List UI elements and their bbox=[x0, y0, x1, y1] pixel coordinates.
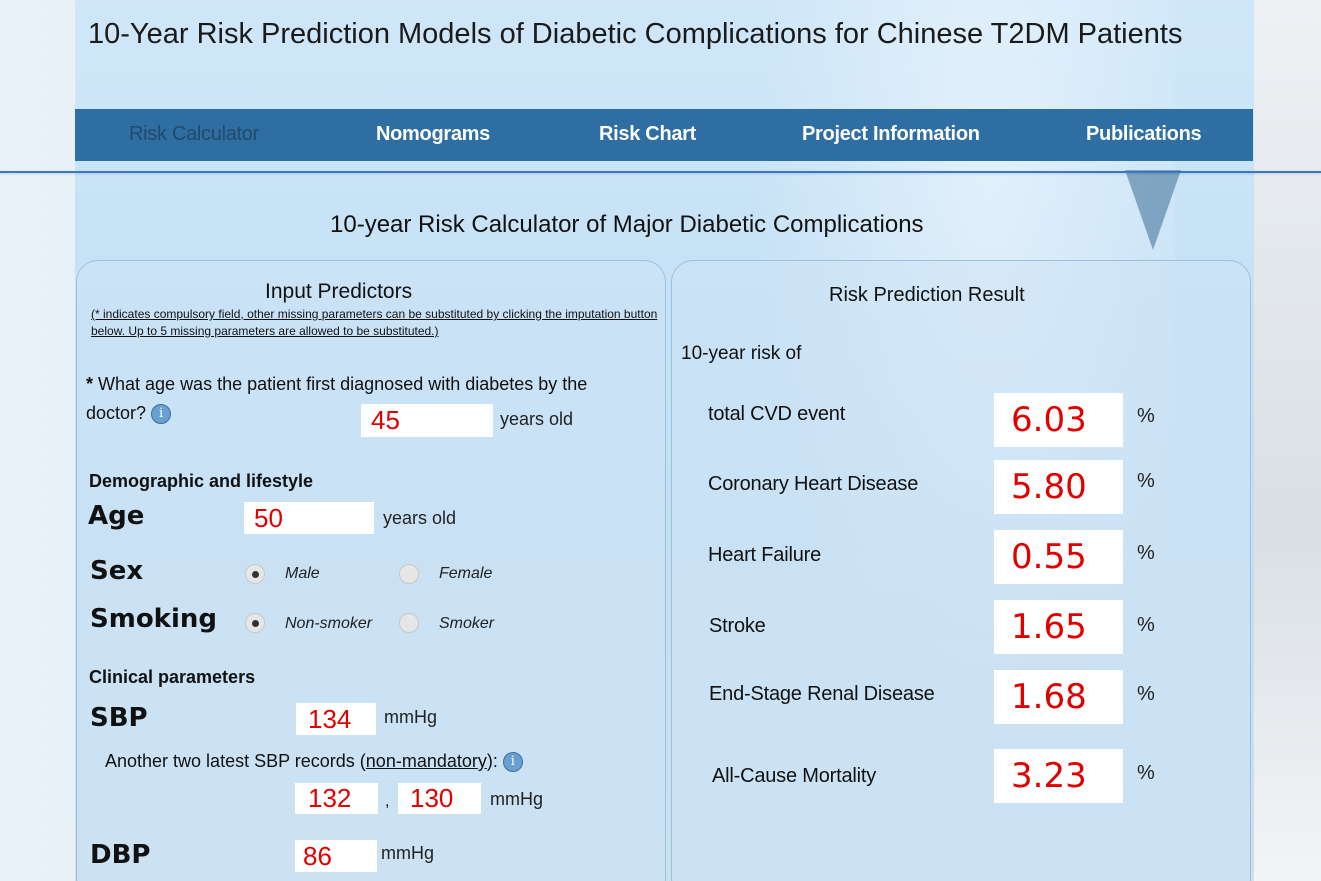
result-unit-stroke: % bbox=[1137, 614, 1155, 636]
result-label-heart-failure: Heart Failure bbox=[708, 544, 821, 566]
dbp-input[interactable]: 86 bbox=[295, 840, 377, 872]
sbp-unit: mmHg bbox=[384, 707, 437, 727]
calculator-title: 10-year Risk Calculator of Major Diabeti… bbox=[330, 211, 924, 238]
sbp-extra-before: Another two latest SBP records ( bbox=[105, 751, 366, 771]
result-unit-chd: % bbox=[1137, 470, 1155, 492]
nav-divider bbox=[0, 171, 1321, 173]
result-heading: Risk Prediction Result bbox=[829, 284, 1025, 306]
diag-age-question: * What age was the patient first diagnos… bbox=[86, 370, 626, 428]
non-smoker-label: Non-smoker bbox=[285, 615, 373, 632]
input-note: (* indicates compulsory field, other mis… bbox=[91, 307, 658, 338]
dbp-unit: mmHg bbox=[381, 843, 434, 863]
required-asterisk: * bbox=[86, 374, 94, 394]
result-unit-mortality: % bbox=[1137, 762, 1155, 784]
background-right bbox=[1251, 0, 1321, 881]
result-label-stroke: Stroke bbox=[709, 615, 766, 637]
nav-risk-calculator[interactable]: Risk Calculator bbox=[129, 123, 259, 145]
result-label-chd: Coronary Heart Disease bbox=[708, 473, 919, 495]
diag-age-question-text: What age was the patient first diagnosed… bbox=[86, 374, 588, 423]
sbp-record-1-input[interactable]: 132 bbox=[295, 783, 378, 814]
sex-female-label: Female bbox=[439, 565, 493, 582]
sex-label: Sex bbox=[90, 556, 144, 586]
info-icon[interactable]: i bbox=[151, 404, 172, 425]
result-unit-heart-failure: % bbox=[1137, 542, 1155, 564]
background-triangle bbox=[1125, 170, 1181, 250]
result-label-total-cvd: total CVD event bbox=[708, 403, 846, 425]
age-input[interactable]: 50 bbox=[244, 502, 374, 534]
result-panel bbox=[671, 260, 1251, 881]
sbp-record-separator: , bbox=[385, 793, 390, 810]
diag-age-input[interactable]: 45 bbox=[361, 404, 493, 437]
diag-age-unit: years old bbox=[500, 409, 574, 429]
input-heading: Input Predictors bbox=[265, 280, 413, 303]
result-value-stroke: 1.65 bbox=[994, 600, 1123, 654]
result-unit-total-cvd: % bbox=[1137, 405, 1155, 427]
result-unit-esrd: % bbox=[1137, 683, 1155, 705]
result-value-heart-failure: 0.55 bbox=[994, 530, 1123, 584]
smoker-label: Smoker bbox=[439, 615, 495, 632]
result-label-esrd: End-Stage Renal Disease bbox=[709, 683, 935, 705]
sex-male-radio[interactable] bbox=[245, 564, 265, 584]
sex-male-label: Male bbox=[285, 565, 320, 582]
nav-bar: Risk Calculator Nomograms Risk Chart Pro… bbox=[75, 109, 1253, 161]
nav-nomograms[interactable]: Nomograms bbox=[376, 123, 490, 145]
non-mandatory-link: non-mandatory bbox=[365, 751, 487, 771]
sbp-record-unit: mmHg bbox=[490, 789, 543, 809]
sbp-extra-after: ): bbox=[486, 751, 498, 771]
clinical-heading: Clinical parameters bbox=[89, 667, 256, 687]
sbp-record-2-input[interactable]: 130 bbox=[398, 783, 481, 814]
non-smoker-radio[interactable] bbox=[245, 613, 265, 633]
nav-risk-chart[interactable]: Risk Chart bbox=[599, 123, 697, 145]
result-intro: 10-year risk of bbox=[681, 343, 802, 364]
result-value-chd: 5.80 bbox=[994, 460, 1123, 514]
dbp-label: DBP bbox=[90, 840, 151, 870]
age-label: Age bbox=[88, 501, 145, 531]
result-value-esrd: 1.68 bbox=[994, 670, 1123, 724]
sbp-input[interactable]: 134 bbox=[296, 703, 376, 735]
sex-female-radio[interactable] bbox=[399, 564, 419, 584]
demographic-heading: Demographic and lifestyle bbox=[89, 471, 314, 491]
nav-project-information[interactable]: Project Information bbox=[802, 123, 980, 145]
nav-publications[interactable]: Publications bbox=[1086, 123, 1202, 145]
result-value-mortality: 3.23 bbox=[994, 749, 1123, 803]
smoker-radio[interactable] bbox=[399, 613, 419, 633]
sbp-extra-text: Another two latest SBP records (non-mand… bbox=[105, 751, 523, 773]
input-panel bbox=[76, 260, 666, 881]
sbp-label: SBP bbox=[90, 703, 148, 733]
smoking-label: Smoking bbox=[90, 604, 218, 634]
age-unit: years old bbox=[383, 508, 457, 528]
result-label-mortality: All-Cause Mortality bbox=[712, 765, 877, 787]
info-icon[interactable]: i bbox=[502, 752, 523, 773]
page-title: 10-Year Risk Prediction Models of Diabet… bbox=[88, 18, 1183, 50]
result-value-total-cvd: 6.03 bbox=[994, 393, 1123, 447]
